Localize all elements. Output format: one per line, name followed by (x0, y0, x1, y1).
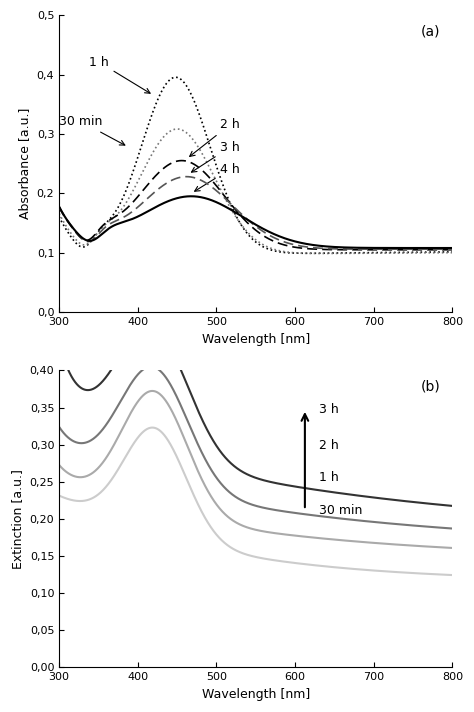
Y-axis label: Extinction [a.u.]: Extinction [a.u.] (11, 469, 24, 569)
Text: 1 h: 1 h (89, 56, 150, 93)
Text: (a): (a) (421, 24, 440, 38)
Text: (b): (b) (421, 379, 440, 393)
Text: 2 h: 2 h (190, 118, 240, 157)
X-axis label: Wavelength [nm]: Wavelength [nm] (201, 688, 310, 701)
Text: 30 min: 30 min (59, 115, 125, 145)
X-axis label: Wavelength [nm]: Wavelength [nm] (201, 333, 310, 345)
Text: 3 h: 3 h (319, 403, 338, 416)
Y-axis label: Absorbance [a.u.]: Absorbance [a.u.] (18, 108, 31, 219)
Text: 2 h: 2 h (319, 439, 338, 451)
Text: 3 h: 3 h (191, 140, 240, 172)
Text: 4 h: 4 h (195, 162, 240, 192)
Text: 1 h: 1 h (319, 471, 338, 484)
Text: 30 min: 30 min (319, 504, 362, 517)
